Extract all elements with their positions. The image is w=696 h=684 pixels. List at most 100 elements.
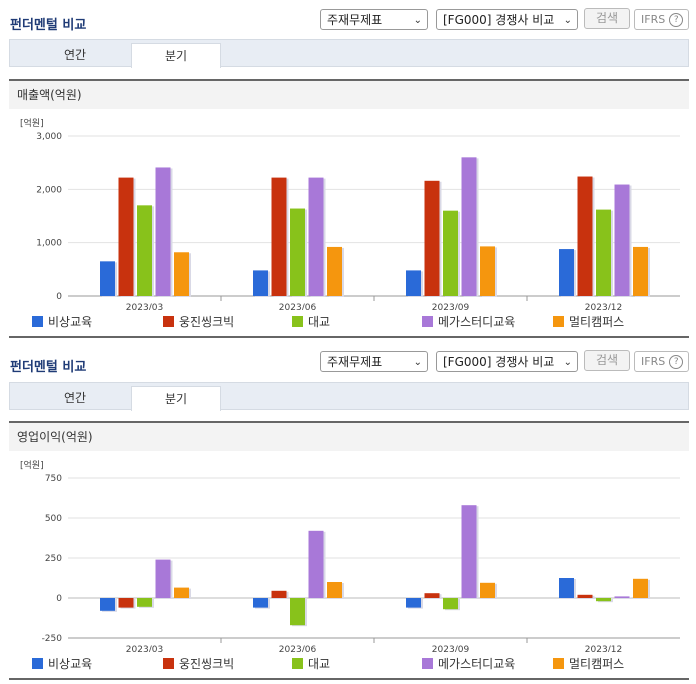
legend-item[interactable]: 메가스터디교육 — [422, 655, 515, 672]
compare-type-select[interactable]: [FG000] 경쟁사 비교 ⌄ — [436, 9, 578, 30]
operating-profit-legend: 비상교육 웅진씽크빅 대교 메가스터디교육 멀티캠퍼스 — [0, 655, 696, 671]
bar — [633, 578, 648, 598]
y-tick-label: 0 — [56, 594, 62, 604]
bar — [271, 590, 287, 598]
y-tick-label: 3,000 — [36, 132, 62, 142]
bar — [271, 177, 287, 296]
bar — [577, 176, 593, 296]
bar — [443, 598, 458, 610]
legend-item[interactable]: 멀티캠퍼스 — [553, 313, 624, 330]
legend-item[interactable]: 웅진씽크빅 — [163, 313, 234, 330]
operating-profit-chart: [억원] -250 0 250 500 750 2023/03 2023/06 2023/09 2… — [20, 459, 680, 652]
compare-type-value: [FG000] 경쟁사 비교 — [443, 13, 555, 27]
legend-label: 멀티캠퍼스 — [569, 657, 625, 671]
bar — [100, 261, 115, 296]
bar — [253, 270, 268, 296]
bar — [424, 180, 440, 296]
bar — [308, 177, 324, 296]
bar — [327, 582, 342, 598]
legend-label: 멀티캠퍼스 — [569, 315, 625, 329]
x-tick-label: 2023/12 — [585, 645, 622, 652]
legend-swatch — [163, 316, 174, 327]
panel-title: 펀더멘털 비교 — [10, 18, 87, 33]
legend-label: 비상교육 — [48, 315, 93, 329]
bar — [614, 184, 630, 296]
search-button[interactable]: 검색 — [584, 350, 630, 371]
x-tick-label: 2023/06 — [279, 645, 317, 652]
bar-shadow — [616, 597, 632, 599]
bar — [174, 587, 189, 598]
bar — [118, 177, 134, 296]
bar — [461, 505, 477, 598]
x-tick-label: 2023/09 — [432, 645, 470, 652]
bar — [118, 598, 134, 608]
bar — [424, 593, 440, 598]
tab-quarterly[interactable]: 분기 — [131, 386, 221, 411]
statement-type-value: 주재무제표 — [327, 13, 383, 27]
legend-item[interactable]: 멀티캠퍼스 — [553, 655, 624, 672]
tab-quarterly[interactable]: 분기 — [131, 43, 221, 68]
bar — [480, 582, 495, 598]
legend-item[interactable]: 비상교육 — [32, 313, 92, 330]
bar — [100, 598, 115, 611]
legend-swatch — [32, 316, 43, 327]
legend-swatch — [292, 316, 303, 327]
search-button[interactable]: 검색 — [584, 8, 630, 29]
section-title: 매출액(억원) — [9, 79, 689, 109]
bar — [461, 157, 477, 296]
unit-label: [억원] — [20, 459, 44, 471]
question-icon: ? — [669, 355, 684, 369]
legend-label: 웅진씽크빅 — [179, 657, 235, 671]
legend-item[interactable]: 대교 — [292, 655, 330, 672]
ifrs-label: IFRS — [641, 13, 666, 26]
bar — [327, 246, 342, 296]
x-tick-label: 2023/03 — [126, 645, 163, 652]
legend-swatch — [32, 658, 43, 669]
legend-swatch — [422, 316, 433, 327]
bar — [174, 252, 189, 296]
y-tick-label: 250 — [45, 554, 62, 564]
legend-label: 웅진씽크빅 — [179, 315, 235, 329]
ifrs-help-button[interactable]: IFRS? — [634, 351, 689, 372]
statement-type-value: 주재무제표 — [327, 355, 383, 369]
chevron-down-icon: ⌄ — [413, 15, 422, 26]
unit-label: [억원] — [20, 117, 44, 129]
legend-label: 비상교육 — [48, 657, 93, 671]
legend-swatch — [163, 658, 174, 669]
compare-type-value: [FG000] 경쟁사 비교 — [443, 355, 555, 369]
legend-label: 대교 — [308, 657, 331, 671]
tab-annual[interactable]: 연간 — [63, 391, 87, 405]
legend-swatch — [292, 658, 303, 669]
divider — [9, 336, 689, 338]
ifrs-label: IFRS — [641, 355, 666, 368]
x-tick-label: 2023/06 — [279, 303, 317, 310]
bar — [406, 270, 421, 296]
statement-type-select[interactable]: 주재무제표 ⌄ — [320, 351, 428, 372]
y-tick-label: 0 — [56, 292, 62, 302]
section-title: 영업이익(억원) — [9, 421, 689, 451]
bar — [633, 246, 648, 296]
legend-item[interactable]: 웅진씽크빅 — [163, 655, 234, 672]
tab-annual[interactable]: 연간 — [63, 48, 87, 62]
legend-item[interactable]: 메가스터디교육 — [422, 313, 515, 330]
bar — [308, 530, 324, 598]
bar — [614, 596, 630, 598]
statement-type-select[interactable]: 주재무제표 ⌄ — [320, 9, 428, 30]
question-icon: ? — [669, 13, 684, 27]
legend-item[interactable]: 대교 — [292, 313, 330, 330]
legend-label: 대교 — [308, 315, 331, 329]
legend-item[interactable]: 비상교육 — [32, 655, 92, 672]
y-tick-label: -250 — [42, 634, 63, 644]
legend-label: 메가스터디교육 — [438, 315, 516, 329]
period-tabs: 연간 분기 — [9, 382, 689, 411]
legend-swatch — [553, 658, 564, 669]
compare-type-select[interactable]: [FG000] 경쟁사 비교 ⌄ — [436, 351, 578, 372]
y-tick-label: 1,000 — [36, 239, 62, 249]
legend-swatch — [422, 658, 433, 669]
ifrs-help-button[interactable]: IFRS? — [634, 9, 689, 30]
bar — [443, 210, 458, 296]
bar — [559, 578, 574, 598]
bar — [559, 249, 574, 296]
y-tick-label: 750 — [45, 474, 62, 484]
legend-label: 메가스터디교육 — [438, 657, 516, 671]
